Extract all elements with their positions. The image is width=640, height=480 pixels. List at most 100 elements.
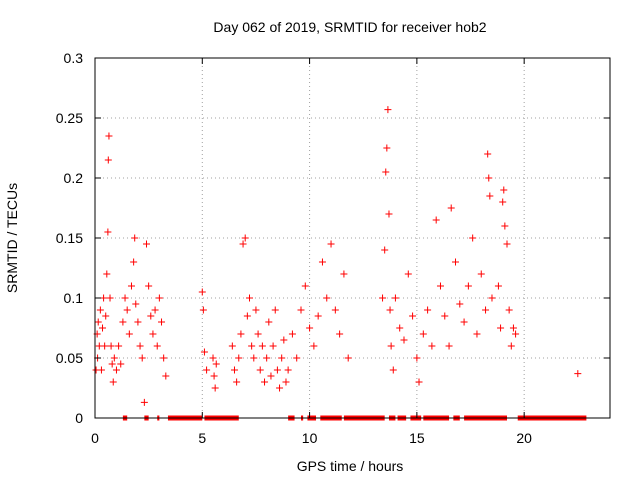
data-point [254, 330, 262, 338]
data-point [105, 132, 113, 140]
data-point [288, 330, 296, 338]
data-point [138, 354, 146, 362]
data-point [428, 342, 436, 350]
data-point [456, 300, 464, 308]
data-point [100, 294, 108, 302]
y-tick-label: 0.15 [56, 230, 83, 246]
y-axis-ticks: 0 0.05 0.1 0.15 0.2 0.25 0.3 [56, 50, 610, 426]
data-point [385, 210, 393, 218]
data-point [293, 354, 301, 362]
data-point [445, 342, 453, 350]
data-point [258, 342, 266, 350]
data-point [499, 198, 507, 206]
data-point [127, 282, 135, 290]
data-point [271, 306, 279, 314]
data-point [509, 324, 517, 332]
y-tick-label: 0.05 [56, 350, 83, 366]
data-point [211, 384, 219, 392]
x-tick-label: 20 [516, 430, 532, 446]
data-point [278, 354, 286, 362]
data-point [147, 312, 155, 320]
data-point [382, 168, 390, 176]
y-tick-label: 0.25 [56, 110, 83, 126]
data-point [143, 240, 150, 248]
data-point [501, 222, 509, 230]
data-point [340, 270, 348, 278]
data-point [155, 294, 163, 302]
data-point [400, 336, 408, 344]
data-point [396, 324, 404, 332]
data-point [112, 366, 120, 374]
data-point [96, 306, 104, 314]
data-point [200, 348, 208, 356]
data-point [115, 342, 123, 350]
data-point [102, 312, 110, 320]
data-point [280, 336, 288, 344]
data-point [263, 354, 271, 362]
data-point [151, 306, 159, 314]
data-point [494, 282, 502, 290]
data-point [162, 372, 170, 380]
data-point [199, 306, 207, 314]
data-point [469, 234, 477, 242]
data-point [109, 378, 117, 386]
data-point [123, 306, 131, 314]
data-point [436, 282, 444, 290]
data-point [228, 342, 236, 350]
data-point [212, 360, 220, 368]
data-point [336, 330, 344, 338]
y-tick-label: 0.2 [64, 170, 84, 186]
data-point [248, 342, 256, 350]
x-axis-label: GPS time / hours [297, 458, 404, 474]
data-point [276, 384, 284, 392]
data-point [117, 360, 125, 368]
data-point [318, 258, 326, 266]
data-point [136, 342, 144, 350]
data-point [94, 318, 102, 326]
data-point [106, 294, 114, 302]
data-point [500, 186, 508, 194]
data-point [121, 294, 129, 302]
data-point [243, 312, 251, 320]
data-point [233, 378, 241, 386]
data-point [306, 324, 314, 332]
data-point [387, 342, 395, 350]
data-point [497, 324, 505, 332]
data-point [432, 216, 440, 224]
data-point [512, 330, 520, 338]
data-point [389, 366, 397, 374]
data-point [198, 288, 206, 296]
data-point [503, 240, 511, 248]
data-point [256, 366, 264, 374]
data-point [241, 234, 249, 242]
data-point [574, 370, 582, 378]
data-point [239, 240, 247, 248]
data-point [482, 306, 490, 314]
data-point [386, 306, 394, 314]
y-tick-label: 0.1 [64, 290, 84, 306]
y-axis-label: SRMTID / TECUs [4, 183, 20, 293]
data-point [145, 282, 153, 290]
data-point [460, 318, 468, 326]
data-point [265, 318, 273, 326]
data-point [131, 234, 139, 242]
data-point [485, 174, 493, 182]
data-point [134, 318, 142, 326]
data-point [104, 228, 112, 236]
plot-frame [94, 57, 611, 419]
data-point [505, 306, 513, 314]
data-point [103, 270, 111, 278]
x-tick-label: 15 [409, 430, 425, 446]
data-point [132, 300, 140, 308]
data-point [301, 282, 309, 290]
data-point [331, 306, 339, 314]
data-point [310, 342, 318, 350]
data-point [415, 378, 423, 386]
data-point [477, 270, 485, 278]
data-point [210, 372, 218, 380]
data-point [104, 156, 112, 164]
data-point [379, 294, 387, 302]
data-point [424, 306, 432, 314]
data-point [235, 354, 243, 362]
